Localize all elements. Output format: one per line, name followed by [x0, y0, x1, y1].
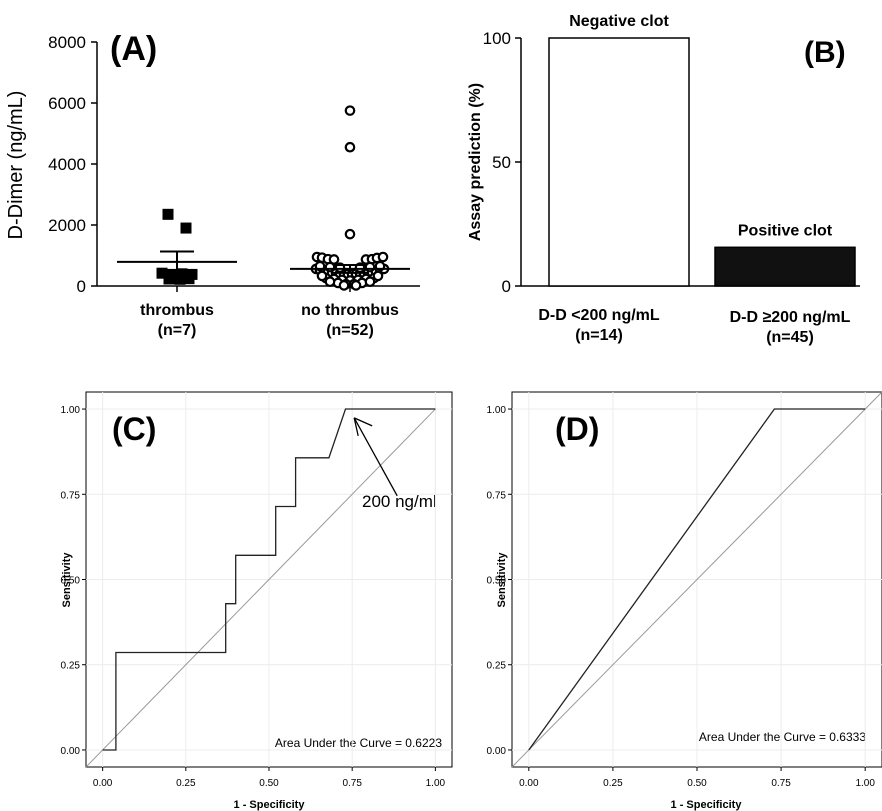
panel-a-point: [350, 280, 362, 291]
panel-a-point: [162, 208, 174, 220]
panel-a-point: [338, 280, 350, 291]
panel-c-label: (C): [112, 411, 156, 447]
panel-c-reference-line: [85, 408, 436, 768]
panel-b-bar-label: Positive clot: [738, 222, 833, 239]
panel-c-y-tick-label: 0.00: [61, 746, 81, 757]
panel-a-point: [324, 276, 336, 288]
panel-a-x-tick-label: (n=7): [158, 322, 197, 339]
panel-c-annotation-arrowhead: [353, 417, 373, 437]
panel-a-point: [372, 270, 384, 282]
panel-d-y-tick-label: 1.00: [487, 405, 507, 416]
panel-a-y-tick-label: 8000: [48, 33, 86, 52]
panel-a-point: [324, 261, 336, 273]
panel-c-y-tick-label: 1.00: [61, 405, 81, 416]
panel-d-x-tick-label: 0.25: [603, 778, 623, 789]
panel-a-point: [316, 270, 328, 282]
panel-a-x-tick-label: thrombus: [140, 302, 214, 319]
panel-c-x-axis-label: 1 - Specificity: [234, 799, 306, 811]
panel-b-y-axis-label: Assay prediction (%): [467, 83, 484, 241]
panel-c-auc-text: Area Under the Curve = 0.6223: [275, 736, 442, 750]
panel-c-annotation-arrow: [353, 417, 398, 497]
panel-a-point: [377, 251, 389, 263]
panel-c-x-tick-label: 0.50: [259, 778, 279, 789]
panel-a-point: [344, 141, 356, 153]
panel-b-bar: [714, 246, 856, 287]
panel-d-auc-text: Area Under the Curve = 0.6333: [699, 730, 866, 744]
panel-a-y-tick-label: 0: [77, 277, 86, 296]
panel-a-point: [183, 273, 195, 285]
panel-c-roc-curve: [102, 408, 436, 751]
panel-b-y-tick-label: 100: [483, 29, 511, 48]
panel-d: (D) 1 - Specificity Sensitivity Area Und…: [487, 391, 882, 811]
panel-c-x-tick-label: 1.00: [426, 778, 446, 789]
panel-d-y-tick-label: 0.75: [487, 490, 507, 501]
panel-c-y-axis-label: Sensitivity: [61, 552, 73, 608]
panel-a-point: [364, 276, 376, 288]
panel-a-y-axis-label: D-Dimer (ng/mL): [5, 91, 27, 240]
panel-a-x-tick-label: no thrombus: [301, 302, 399, 319]
panel-a-y-tick-label: 4000: [48, 155, 86, 174]
panel-a: (A) D-Dimer (ng/mL) 0 2000 4000 6000 8000 thr…: [5, 30, 420, 339]
panel-c-y-tick-label: 0.50: [61, 576, 81, 587]
panel-a-axes: 0 2000 4000 6000 8000 thrombus (n=7) no thrombu…: [48, 33, 420, 339]
panel-a-series: [117, 208, 237, 285]
panel-d-y-tick-label: 0.25: [487, 661, 507, 672]
panel-a-point: [364, 261, 376, 273]
panel-d-x-tick-label: 0.00: [519, 778, 539, 789]
panel-d-y-tick-label: 0.00: [487, 746, 507, 757]
panel-b-bar: [548, 37, 690, 287]
panel-c-x-tick-label: 0.25: [176, 778, 196, 789]
panel-d-x-tick-label: 0.75: [771, 778, 791, 789]
panel-b-label: (B): [804, 36, 846, 69]
panel-a-point: [163, 273, 175, 285]
panel-a-point: [180, 222, 192, 234]
panel-a-y-tick-label: 2000: [48, 216, 86, 235]
panel-d-roc-curve: [528, 408, 866, 751]
panel-a-label: (A): [110, 30, 157, 68]
panel-b-bar-label: Negative clot: [569, 13, 669, 30]
panel-b-x-tick-label: D-D <200 ng/mL: [538, 307, 660, 324]
panel-b-y-tick-label: 50: [492, 153, 511, 172]
panel-d-reference-line: [511, 391, 882, 768]
panel-a-point: [344, 228, 356, 240]
panel-b-x-tick-label: (n=14): [575, 327, 623, 344]
panel-d-x-tick-label: 1.00: [855, 778, 875, 789]
panel-b-x-tick-label: D-D ≥200 ng/mL: [730, 309, 851, 326]
panel-c-x-tick-label: 0.00: [93, 778, 113, 789]
panel-a-y-tick-label: 6000: [48, 94, 86, 113]
panel-d-y-tick-label: 0.50: [487, 576, 507, 587]
panel-d-x-tick-label: 0.50: [687, 778, 707, 789]
panel-a-point: [174, 273, 186, 285]
panel-c-y-tick-label: 0.75: [61, 490, 81, 501]
panel-b: (B) Assay prediction (%) 0 50 100 D-D <200 …: [467, 13, 860, 346]
panel-b-y-tick-label: 0: [502, 277, 511, 296]
panel-d-x-axis-label: 1 - Specificity: [671, 799, 743, 811]
panel-a-series: [290, 105, 410, 291]
panel-c-x-tick-label: 0.75: [342, 778, 362, 789]
panel-c: (C) 1 - Specificity Sensitivity Area Und…: [61, 391, 453, 811]
panel-a-point: [344, 105, 356, 116]
panel-b-x-tick-label: (n=45): [766, 329, 814, 346]
panel-d-y-axis-label: Sensitivity: [496, 552, 508, 608]
panel-c-annotation: 200 ng/ml: [362, 492, 437, 511]
panel-a-x-tick-label: (n=52): [326, 322, 374, 339]
panel-c-y-tick-label: 0.25: [61, 661, 81, 672]
panel-d-label: (D): [555, 411, 599, 447]
